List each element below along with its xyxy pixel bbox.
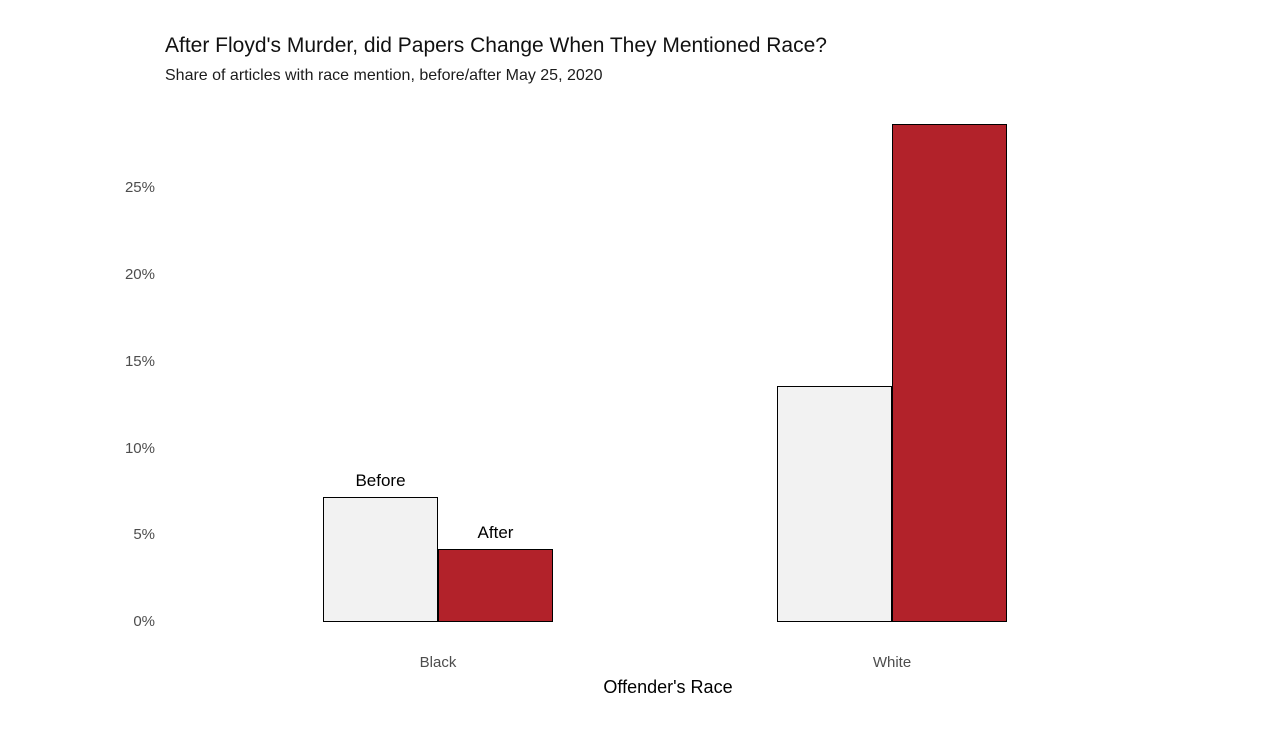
y-tick-label: 10% bbox=[124, 439, 155, 457]
chart-title: After Floyd's Murder, did Papers Change … bbox=[165, 34, 827, 57]
y-tick-label: 5% bbox=[133, 526, 155, 544]
bar-before-white bbox=[777, 386, 892, 622]
bar-label-after: After bbox=[477, 523, 514, 543]
y-tick-label: 25% bbox=[124, 179, 155, 197]
x-category-label-black: Black bbox=[419, 654, 457, 671]
y-tick-label: 0% bbox=[133, 613, 155, 630]
bar-label-before: Before bbox=[355, 471, 406, 491]
bar-after-black bbox=[438, 549, 553, 622]
bar-after-white bbox=[892, 124, 1007, 622]
bar-before-black bbox=[323, 497, 438, 622]
x-category-label-white: White bbox=[872, 654, 912, 671]
y-tick-label: 20% bbox=[124, 266, 155, 283]
chart-subtitle: Share of articles with race mention, bef… bbox=[165, 67, 603, 84]
y-tick-label: 15% bbox=[124, 352, 155, 370]
x-axis-title: Offender's Race bbox=[603, 677, 733, 697]
